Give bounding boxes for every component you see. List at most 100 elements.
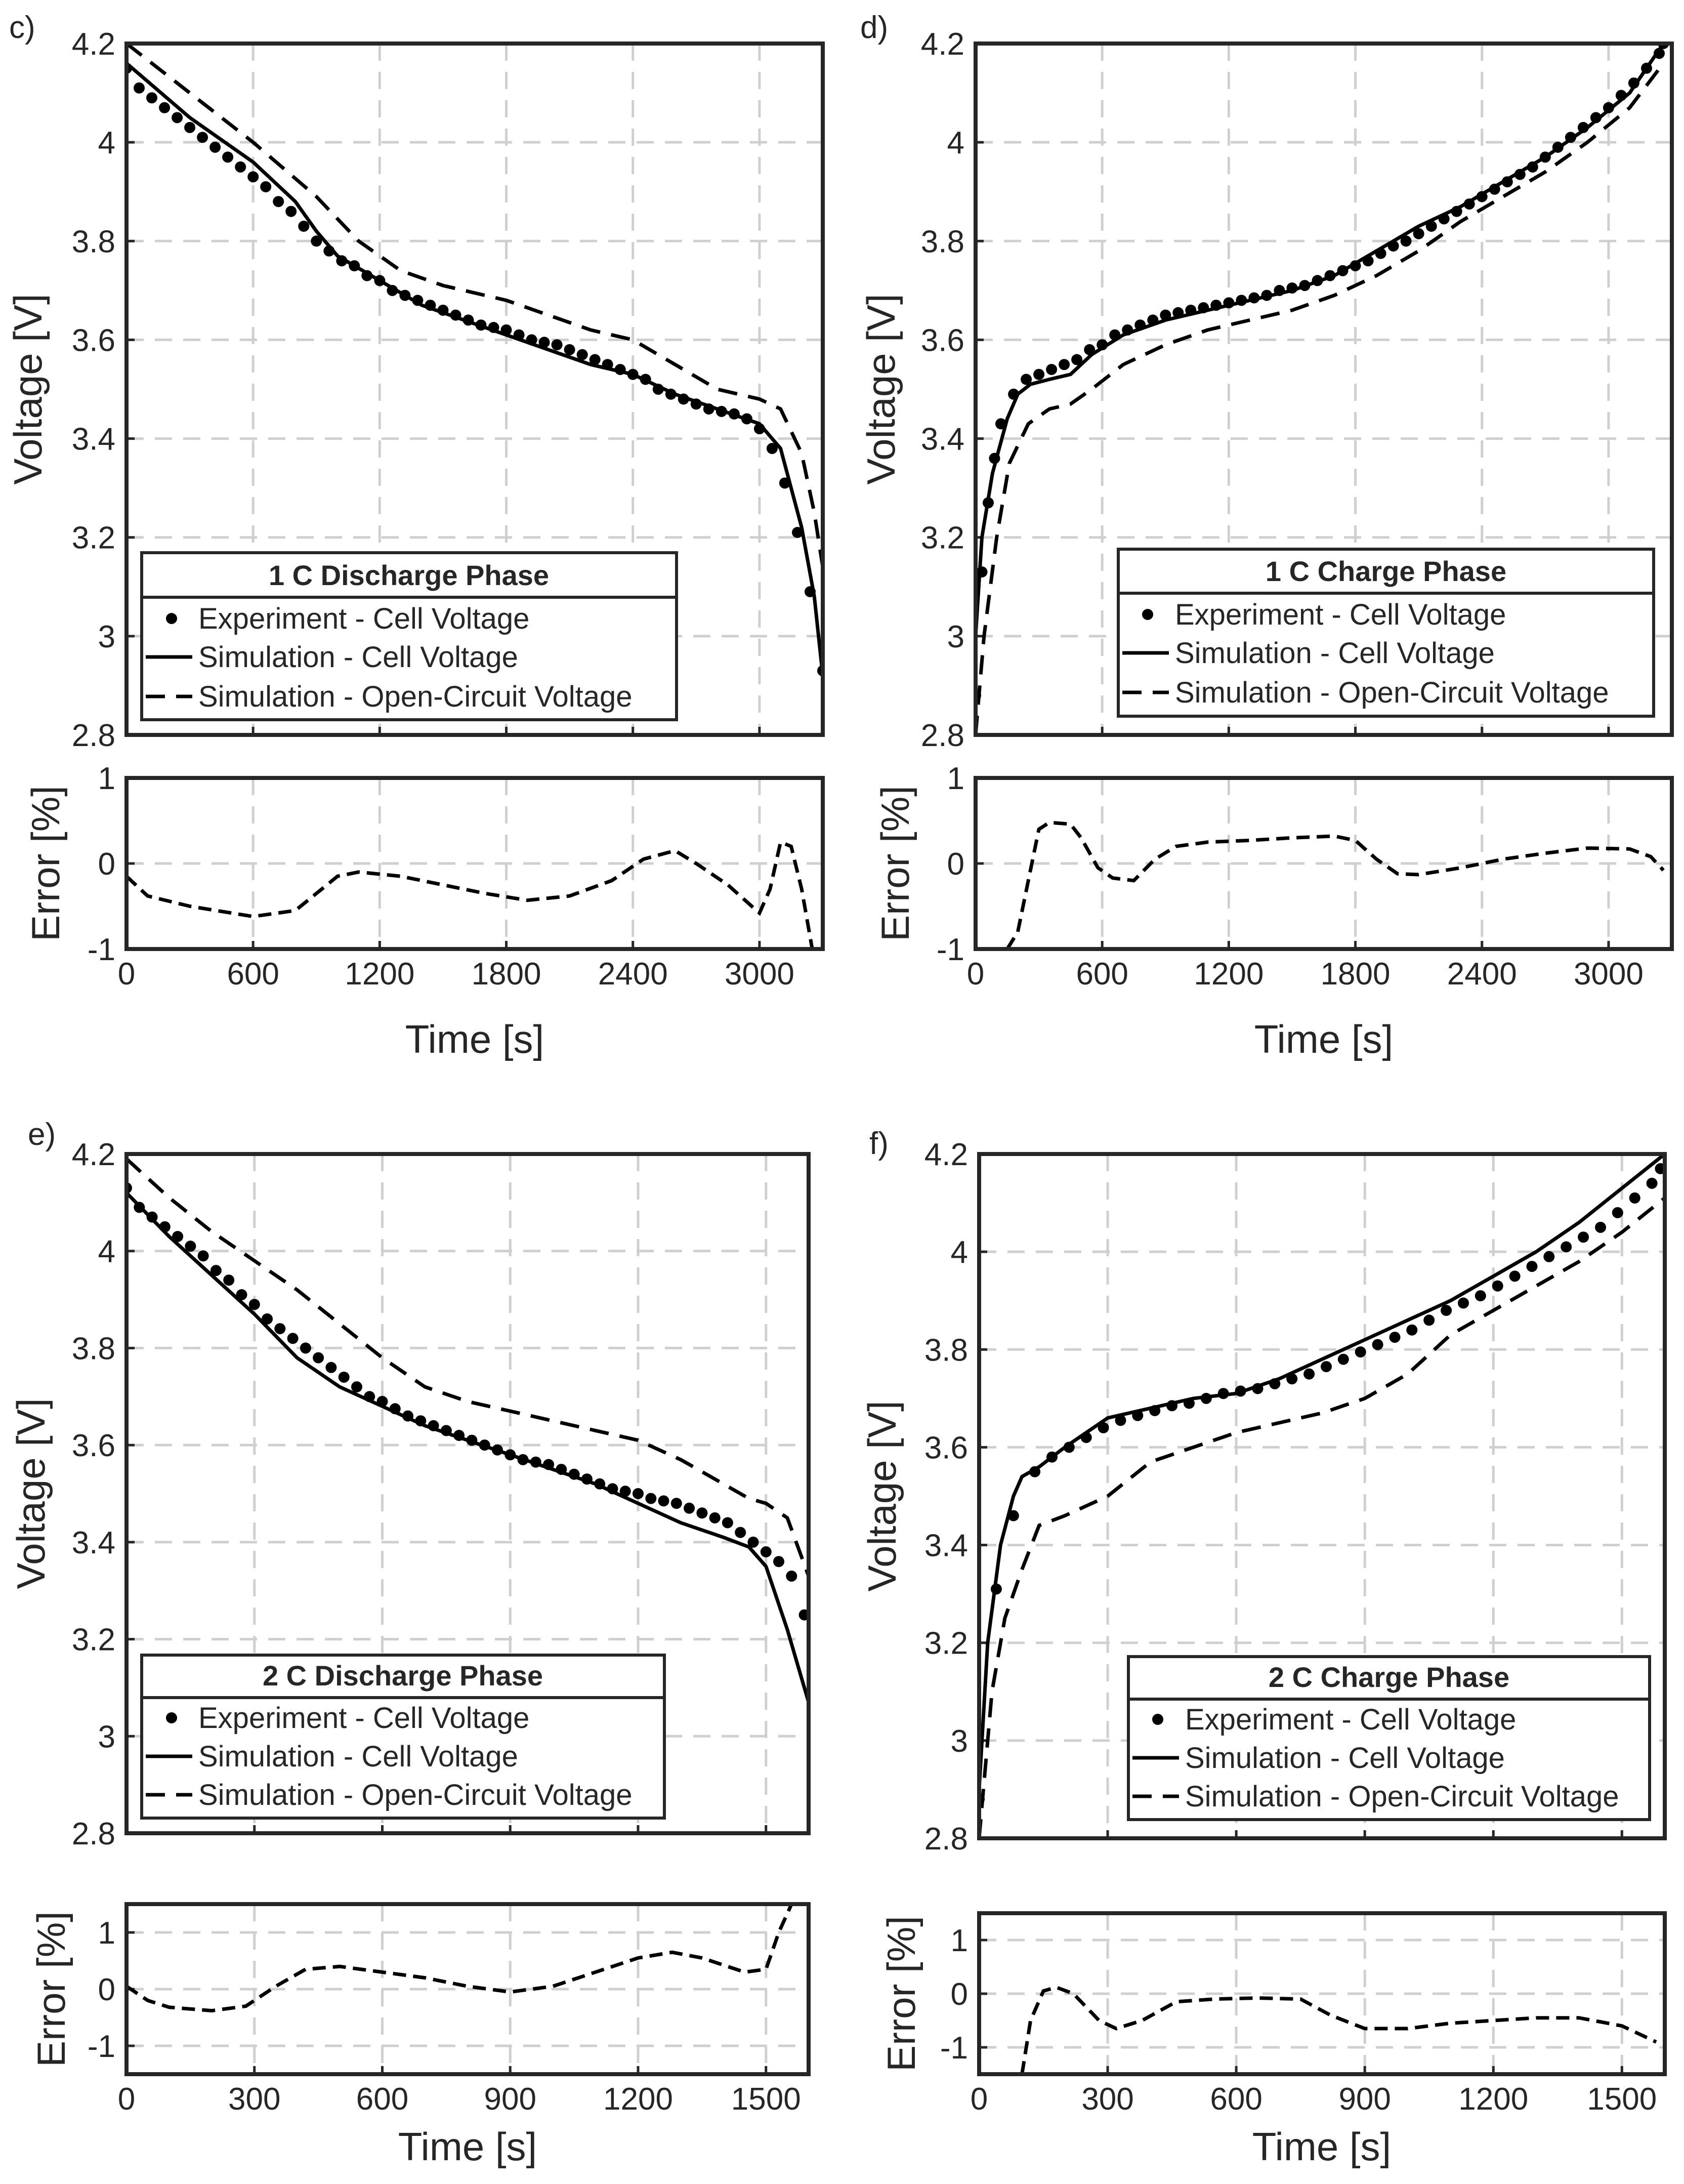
data-point	[1303, 1368, 1315, 1380]
legend-box	[140, 1654, 666, 1820]
data-point	[1492, 1280, 1503, 1292]
simulation-cell-voltage-line	[127, 1191, 809, 1703]
data-point	[684, 1502, 695, 1514]
data-point	[766, 443, 778, 455]
legend-ocv-label: Simulation - Open-Circuit Voltage	[198, 680, 633, 713]
data-point	[1389, 1332, 1401, 1343]
data-point	[1509, 1270, 1521, 1282]
x-tick-label: 900	[1338, 2082, 1391, 2117]
data-point	[1406, 1324, 1418, 1336]
data-point	[210, 1265, 222, 1276]
voltage-axis-label: Voltage [V]	[860, 1400, 904, 1591]
data-point	[262, 1313, 273, 1325]
data-point	[1372, 1339, 1383, 1350]
data-point	[1046, 364, 1058, 375]
y-tick-label: -1	[88, 2029, 115, 2064]
voltage-axis-label: Voltage [V]	[859, 294, 903, 484]
data-point	[696, 1507, 708, 1519]
data-point	[1321, 1361, 1332, 1373]
data-point	[1337, 1353, 1349, 1365]
data-point	[735, 1527, 746, 1538]
data-point	[325, 1362, 337, 1373]
error-line	[127, 1904, 793, 2013]
data-point	[351, 1381, 362, 1393]
x-tick-label: 0	[118, 2082, 135, 2117]
y-tick-label: -1	[88, 932, 115, 967]
legend-ocv-label: Simulation - Open-Circuit Voltage	[1175, 676, 1609, 709]
data-point	[285, 205, 297, 217]
legend-experiment-marker	[1142, 609, 1153, 620]
x-tick-label: 300	[228, 2082, 280, 2117]
time-axis-label: Time [s]	[1252, 2124, 1391, 2169]
data-point	[538, 337, 550, 348]
legend-box	[1117, 548, 1655, 718]
data-point	[1629, 1192, 1640, 1204]
data-point	[1578, 1231, 1589, 1243]
y-tick-label: 3.8	[72, 224, 115, 259]
y-tick-label: 3.4	[72, 1526, 115, 1560]
y-tick-label: 3.8	[921, 224, 964, 259]
x-tick-label: 3000	[725, 957, 794, 992]
error-axis-label: Error [%]	[29, 1911, 73, 2067]
legend: 1 C Discharge Phase Experiment - Cell Vo…	[140, 551, 678, 721]
error-line	[127, 840, 814, 949]
y-tick-label: 0	[98, 847, 115, 882]
time-axis-label: Time [s]	[1254, 1017, 1393, 1061]
x-tick-label: 0	[967, 957, 984, 992]
y-tick-label: 3.4	[72, 422, 115, 457]
x-tick-label: 1200	[603, 2082, 673, 2117]
legend-experiment-label: Experiment - Cell Voltage	[1175, 598, 1506, 631]
x-tick-label: 1200	[345, 957, 414, 992]
x-tick-label: 1800	[1321, 957, 1391, 992]
x-tick-label: 3000	[1574, 957, 1644, 992]
y-tick-label: 4	[98, 1234, 115, 1269]
legend-simulation-label: Simulation - Cell Voltage	[1175, 637, 1495, 670]
legend: 1 C Charge Phase Experiment - Cell Volta…	[1117, 548, 1655, 718]
panel-c: c) 2.8 3 3.2 3.4 3.6 3.8 4 4.2 Voltage [V] 1 C …	[6, 10, 825, 1061]
legend-ocv-label: Simulation - Open-Circuit Voltage	[1185, 1780, 1619, 1813]
x-tick-label: 1200	[1194, 957, 1264, 992]
error-axis-label: Error [%]	[873, 786, 917, 941]
main-axes-frame	[977, 1152, 1667, 1840]
main-axes-frame	[124, 42, 825, 737]
x-tick-label: 600	[356, 2082, 408, 2117]
data-point	[645, 1493, 657, 1504]
y-tick-label: 3.8	[72, 1331, 115, 1366]
data-point	[313, 1352, 324, 1364]
data-point	[223, 1274, 235, 1286]
x-tick-label: 600	[1210, 2082, 1262, 2117]
legend-experiment-label: Experiment - Cell Voltage	[198, 602, 529, 635]
data-point	[274, 1323, 286, 1335]
data-point	[273, 196, 284, 208]
panel-label: f)	[869, 1126, 889, 1161]
y-tick-label: 1	[98, 761, 115, 796]
data-point	[1612, 1207, 1623, 1218]
legend-experiment-marker	[166, 1712, 177, 1723]
data-point	[1400, 235, 1412, 247]
x-tick-label: 1800	[472, 957, 541, 992]
y-tick-label: 4	[951, 1235, 968, 1270]
legend-experiment-marker	[166, 613, 177, 624]
data-point	[1071, 354, 1083, 365]
simulation-cell-voltage-line	[127, 62, 823, 676]
panel-f: f) 2.8 3 3.2 3.4 3.6 3.8 4 4.2 Voltage [V] 2 C …	[860, 1126, 1667, 2169]
data-point	[658, 1495, 669, 1507]
main-axes-frame	[124, 1152, 811, 1835]
error-axes-frame	[974, 776, 1674, 951]
error-axes-frame	[124, 1902, 811, 2076]
data-point	[773, 1556, 784, 1568]
error-axes-frame	[977, 1911, 1667, 2076]
legend: 2 C Discharge Phase Experiment - Cell Vo…	[140, 1654, 666, 1820]
error-line	[1005, 820, 1665, 949]
panel-e: e) 2.8 3 3.2 3.4 3.6 3.8 4 4.2 Voltage [V] 2 C …	[9, 1117, 811, 2169]
panel-d: d) 2.8 3 3.2 3.4 3.6 3.8 4 4.2 Voltage [V] 1 C …	[859, 10, 1674, 1061]
data-point	[235, 161, 246, 173]
data-point	[1355, 1346, 1366, 1358]
data-point	[248, 1299, 260, 1310]
y-tick-label: 3.6	[72, 323, 115, 358]
y-tick-label: 4.2	[72, 1137, 115, 1172]
simulation-ocv-line	[127, 1158, 809, 1577]
simulation-ocv-line	[127, 44, 823, 567]
y-tick-label: 2.8	[72, 718, 115, 753]
